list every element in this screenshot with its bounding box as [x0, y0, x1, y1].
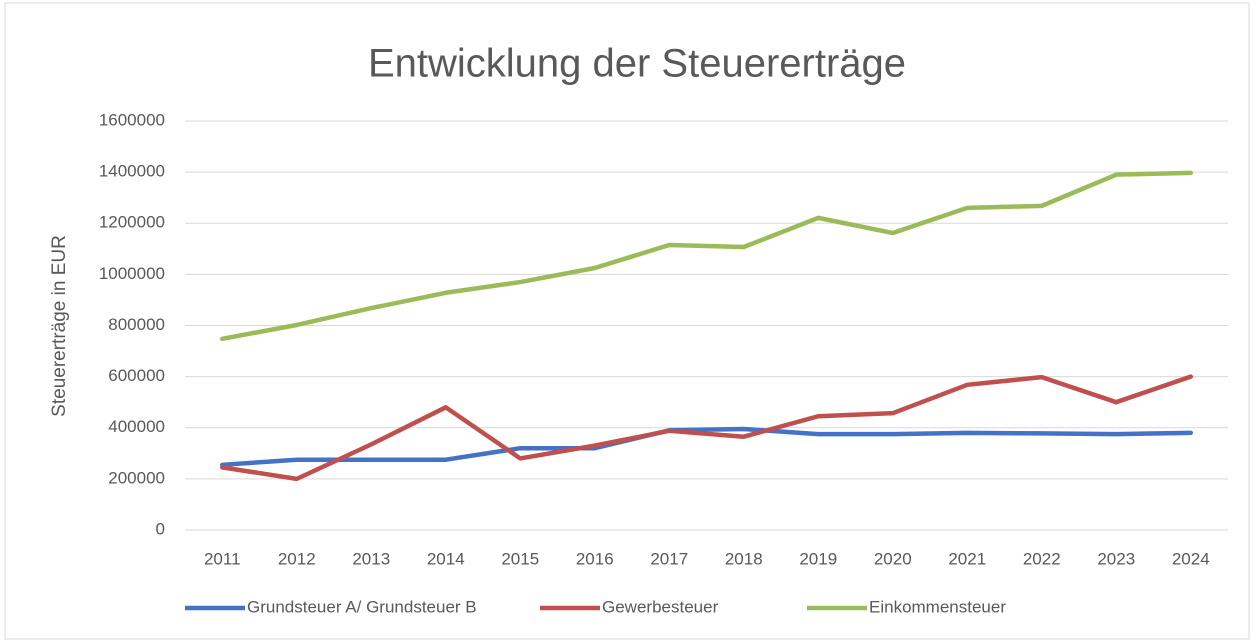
x-tick-label: 2018	[725, 549, 763, 568]
y-tick-label: 400000	[108, 417, 165, 436]
chart-title: Entwicklung der Steuererträge	[368, 42, 906, 86]
x-tick-label: 2017	[650, 549, 688, 568]
legend-label: Einkommensteuer	[869, 597, 1006, 616]
x-tick-label: 2019	[799, 549, 837, 568]
x-tick-label: 2021	[948, 549, 986, 568]
series-line	[220, 170, 1193, 342]
x-tick-label: 2016	[576, 549, 614, 568]
x-tick-label: 2011	[204, 549, 241, 568]
y-axis-label: Steuererträge in EUR	[49, 235, 70, 417]
y-tick-label: 200000	[108, 468, 165, 487]
x-tick-label: 2015	[501, 549, 539, 568]
x-tick-label: 2023	[1097, 549, 1135, 568]
y-tick-label: 600000	[108, 366, 165, 385]
x-tick-label: 2020	[874, 549, 912, 568]
x-tick-label: 2022	[1023, 549, 1061, 568]
y-tick-label: 1200000	[99, 213, 165, 232]
series-line	[220, 374, 1193, 482]
y-tick-label: 1600000	[99, 110, 165, 129]
y-tick-label: 0	[156, 519, 165, 538]
y-tick-label: 1000000	[99, 264, 165, 283]
x-tick-label: 2012	[278, 549, 316, 568]
y-tick-label: 800000	[108, 315, 165, 334]
legend-label: Grundsteuer A/ Grundsteuer B	[247, 597, 477, 616]
y-tick-label: 1400000	[99, 162, 165, 181]
x-tick-label: 2024	[1172, 549, 1210, 568]
x-tick-label: 2014	[427, 549, 465, 568]
x-tick-label: 2013	[352, 549, 390, 568]
chart-border	[4, 2, 1250, 640]
legend-label: Gewerbesteuer	[602, 597, 719, 616]
series-line	[220, 426, 1193, 468]
